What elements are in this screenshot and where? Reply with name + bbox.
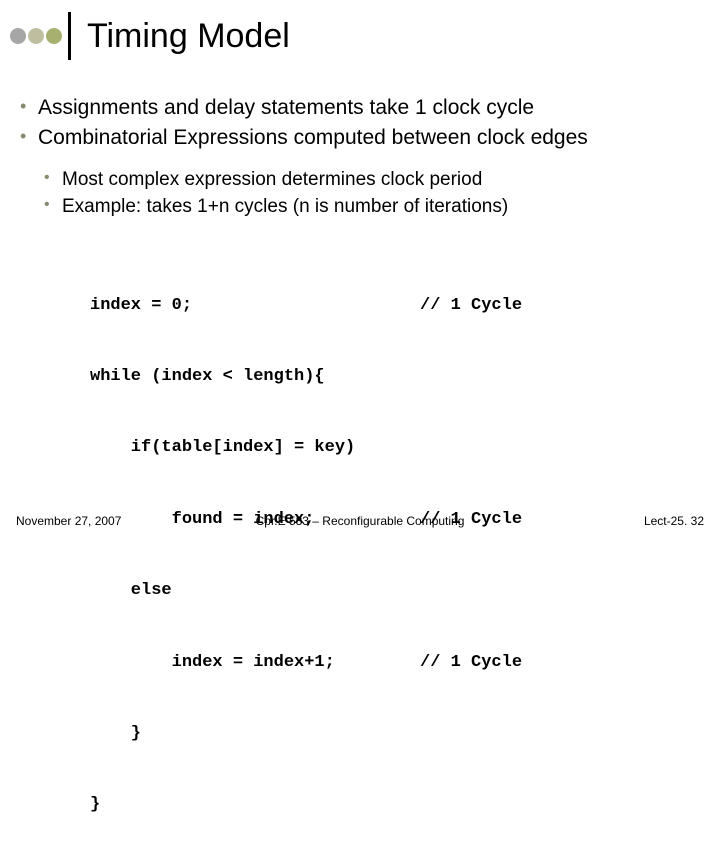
slide-footer: November 27, 2007 Cpr.E 583 – Reconfigur… — [0, 514, 720, 528]
slide-content: Assignments and delay statements take 1 … — [0, 94, 720, 865]
code-text: } — [90, 722, 420, 746]
code-line: index = index+1; // 1 Cycle — [90, 651, 702, 675]
code-line: if(table[index] = key) — [90, 436, 702, 460]
code-line: index = 0; // 1 Cycle — [90, 294, 702, 318]
footer-course: Cpr.E 583 – Reconfigurable Computing — [256, 514, 465, 528]
code-text: while (index < length){ — [90, 365, 420, 389]
title-divider — [68, 12, 71, 60]
bullet-l1-item: Combinatorial Expressions computed betwe… — [18, 124, 702, 152]
bullet-l2-item: Most complex expression determines clock… — [42, 167, 702, 193]
dot-3 — [46, 28, 62, 44]
code-text: } — [90, 793, 420, 817]
code-text: if(table[index] = key) — [90, 436, 420, 460]
code-line: while (index < length){ — [90, 365, 702, 389]
code-line: else — [90, 579, 702, 603]
dot-2 — [28, 28, 44, 44]
bullet-l2-item: Example: takes 1+n cycles (n is number o… — [42, 194, 702, 220]
dot-1 — [10, 28, 26, 44]
footer-date: November 27, 2007 — [16, 514, 121, 528]
code-line: } — [90, 722, 702, 746]
slide-title: Timing Model — [87, 17, 290, 56]
bullet-list-l1: Assignments and delay statements take 1 … — [18, 94, 702, 153]
bullet-list-l2: Most complex expression determines clock… — [42, 167, 702, 220]
code-comment: // 1 Cycle — [420, 294, 522, 318]
code-text: else — [90, 579, 420, 603]
code-line: } — [90, 793, 702, 817]
bullet-l1-item: Assignments and delay statements take 1 … — [18, 94, 702, 122]
decorative-dots — [10, 28, 62, 44]
code-block: index = 0; // 1 Cycle while (index < len… — [90, 246, 702, 865]
footer-slide-number: Lect-25. 32 — [644, 514, 704, 528]
code-text: index = index+1; — [90, 651, 420, 675]
code-comment: // 1 Cycle — [420, 651, 522, 675]
slide-header: Timing Model — [0, 0, 720, 76]
code-text: index = 0; — [90, 294, 420, 318]
